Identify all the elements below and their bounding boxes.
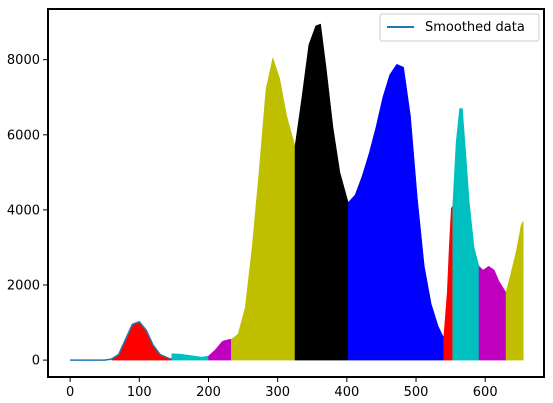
series-line-smoothed-data xyxy=(70,320,171,361)
x-tick-label: 0 xyxy=(66,385,74,400)
line-layer xyxy=(70,320,171,361)
y-axis: 0 2000 4000 6000 8000 xyxy=(7,53,48,369)
y-tick-label: 8000 xyxy=(7,53,40,68)
legend-label: Smoothed data xyxy=(425,20,525,35)
x-tick-label: 600 xyxy=(473,385,498,400)
x-tick-label: 300 xyxy=(265,385,290,400)
x-tick-label: 400 xyxy=(334,385,359,400)
legend-box xyxy=(379,13,540,42)
x-tick-label: 500 xyxy=(404,385,429,400)
legend: Smoothed data xyxy=(379,13,540,42)
plot-frame xyxy=(47,8,545,378)
segment-band-6 xyxy=(347,63,444,361)
y-tick-label: 6000 xyxy=(7,128,40,143)
y-tick-label: 2000 xyxy=(7,279,40,294)
y-tick-label: 4000 xyxy=(7,203,40,218)
x-tick-label: 200 xyxy=(196,385,221,400)
y-tick-label: 0 xyxy=(32,354,40,369)
segment-band-10 xyxy=(505,221,524,361)
filled-segments xyxy=(111,23,524,361)
x-tick-label: 100 xyxy=(127,385,152,400)
x-axis: 0 100 200 300 400 500 600 xyxy=(66,377,498,400)
